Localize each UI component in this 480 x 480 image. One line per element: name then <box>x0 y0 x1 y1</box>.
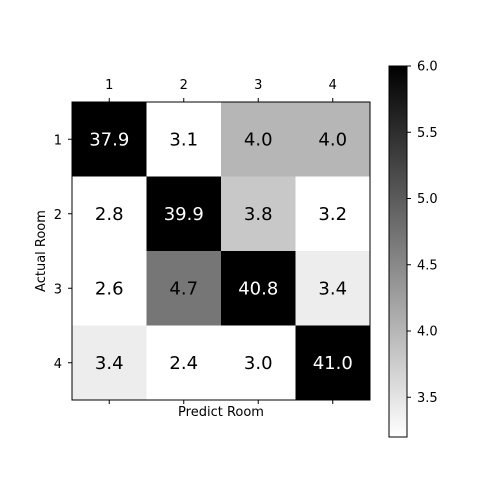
cell-value-label: 3.4 <box>95 353 124 374</box>
x-tick-group: 1 2 3 4 <box>105 78 337 404</box>
cell-value-label: 40.8 <box>238 278 278 299</box>
y-tick-group: 1 2 3 4 <box>54 133 72 372</box>
x-tick-label: 2 <box>180 78 188 93</box>
cell-value-label: 4.0 <box>318 129 347 150</box>
cell-value-label: 2.4 <box>169 353 198 374</box>
y-axis-label: Actual Room <box>34 210 49 292</box>
y-tick-label: 3 <box>54 282 62 297</box>
cell-value-label: 3.8 <box>244 204 273 225</box>
colorbar-tick-label: 5.0 <box>417 192 438 207</box>
plot-frame <box>71 101 371 401</box>
heatmap-cell <box>72 251 147 326</box>
heatmap-cell <box>72 325 147 401</box>
x-axis-label: Predict Room <box>178 405 264 420</box>
heatmap-cell <box>146 176 222 252</box>
colorbar-tick-label: 4.5 <box>417 258 438 273</box>
heatmap-cell <box>221 102 296 177</box>
colorbar-tick-group: 3.5 4.0 4.5 5.0 5.5 6.0 <box>407 60 438 406</box>
heatmap-cell <box>146 251 222 326</box>
heatmap-cell <box>295 176 371 252</box>
heatmap-cell <box>146 102 222 177</box>
x-tick-label: 3 <box>254 78 262 93</box>
heatmap-cell <box>72 176 147 252</box>
cell-value-label: 2.6 <box>95 278 124 299</box>
cell-value-label: 2.8 <box>95 204 124 225</box>
colorbar-tick-label: 6.0 <box>417 60 438 75</box>
heatmap-cell <box>221 251 296 326</box>
heatmap-cell <box>295 102 371 177</box>
heatmap-cell <box>295 325 371 401</box>
cell-value-label: 41.0 <box>313 353 353 374</box>
heatmap-cell <box>72 102 147 177</box>
y-tick-label: 4 <box>54 357 62 372</box>
x-tick-label: 1 <box>105 78 113 93</box>
heatmap-cell <box>221 325 296 401</box>
heatmap-cells: 37.9 3.1 4.0 4.0 2.8 39.9 3.8 3.2 2.6 4.7 40.8 3.4 3… <box>72 102 371 401</box>
y-tick-label: 1 <box>54 133 62 148</box>
y-tick-label: 2 <box>54 208 62 223</box>
colorbar-tick-label: 4.0 <box>417 325 438 340</box>
cell-value-label: 3.4 <box>318 278 347 299</box>
cell-value-label: 4.7 <box>169 278 198 299</box>
cell-value-label: 3.2 <box>318 204 347 225</box>
colorbar-tick-label: 3.5 <box>417 391 438 406</box>
cell-value-label: 39.9 <box>164 204 204 225</box>
cell-value-label: 4.0 <box>244 129 273 150</box>
colorbar <box>388 65 408 438</box>
heatmap-cell <box>146 325 222 401</box>
cell-value-label: 3.1 <box>169 129 198 150</box>
cell-value-label: 3.0 <box>244 353 273 374</box>
heatmap-cell <box>295 251 371 326</box>
x-tick-label: 4 <box>329 78 337 93</box>
heatmap-cell <box>221 176 296 252</box>
cell-value-label: 37.9 <box>89 129 129 150</box>
colorbar-tick-label: 5.5 <box>417 126 438 141</box>
